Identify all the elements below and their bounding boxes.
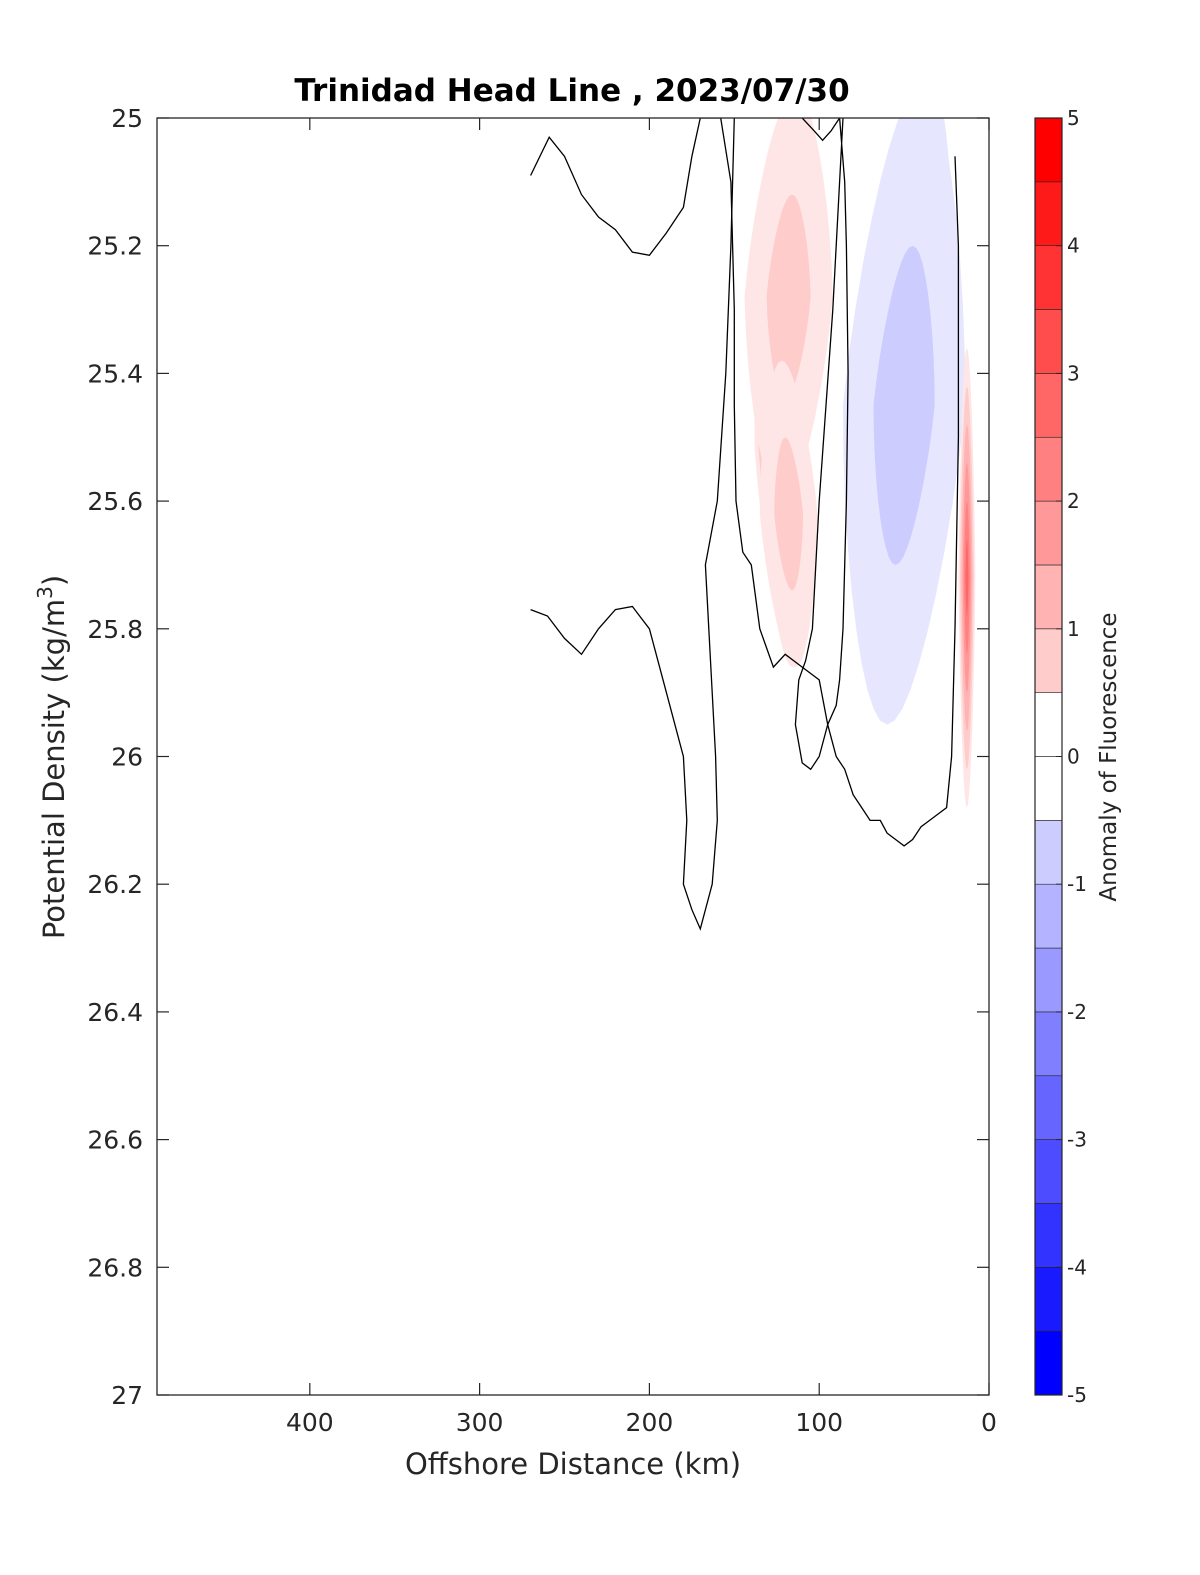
colorbar-band [1034, 436, 1063, 502]
colorbar-label: Anomaly of Fluorescence [1096, 612, 1122, 901]
y-axis-label-superscript: 3 [33, 586, 57, 599]
zero-contour-lower [530, 118, 735, 931]
colorbar-band [1034, 628, 1063, 693]
plot-area [530, 118, 976, 931]
y-tick-label: 26.8 [87, 1253, 143, 1282]
anomaly-region-positive-upper-offshore [744, 118, 833, 502]
colorbar-band [1034, 756, 1063, 821]
colorbar-band [1034, 500, 1063, 566]
colorbar-tick-label: -3 [1067, 1128, 1087, 1152]
zero-contour-layer [530, 118, 960, 931]
colorbar-tick-label: -4 [1067, 1255, 1087, 1279]
x-axis: 400 300 200 100 0 [286, 118, 997, 1437]
y-axis-label-end: ) [37, 575, 71, 586]
y-tick-label: 27 [111, 1381, 143, 1410]
anomaly-region-positive-coastal [958, 347, 976, 808]
colorbar-tick-label: 1 [1067, 617, 1080, 641]
anomaly-region-positive-lower-offshore [759, 360, 818, 668]
colorbar-band [1034, 245, 1063, 310]
y-tick-label: 25.8 [87, 615, 143, 644]
colorbar-ticks: -5 -4 -3 -2 -1 0 1 2 3 4 5 [1056, 106, 1087, 1407]
y-tick-label: 25.2 [87, 232, 143, 261]
anomaly-level [774, 437, 804, 591]
colorbar-tick-label: 5 [1067, 106, 1080, 130]
colorbar-tick-label: -5 [1067, 1383, 1087, 1407]
y-axis-label: Potential Density (kg/m3) [33, 575, 71, 939]
x-tick-label: 400 [286, 1408, 334, 1437]
colorbar-band [1034, 1075, 1063, 1140]
anomaly-fill-layer [744, 118, 976, 808]
anomaly-region-negative-outer-nearshore [843, 118, 966, 725]
colorbar-band [1034, 564, 1063, 630]
colorbar-band [1034, 309, 1063, 374]
colorbar-tick-label: -1 [1067, 872, 1087, 896]
y-tick-label: 25.4 [87, 359, 143, 388]
colorbar-band [1034, 373, 1063, 438]
colorbar-band [1034, 883, 1063, 949]
x-axis-label: Offshore Distance (km) [405, 1447, 741, 1481]
anomaly-level [766, 194, 811, 399]
anomaly-level [873, 245, 935, 565]
colorbar-band [1034, 1203, 1063, 1268]
colorbar-tick-label: 3 [1067, 361, 1080, 385]
colorbar: -5 -4 -3 -2 -1 0 1 2 3 4 5 Anomaly of Fluorescence [1034, 106, 1122, 1407]
colorbar-band [1034, 947, 1063, 1013]
colorbar-band [1034, 1267, 1063, 1332]
y-tick-label: 26 [111, 743, 143, 772]
colorbar-band [1034, 820, 1063, 885]
y-axis: 25 25.2 25.4 25.6 25.8 26 26.2 26.4 26.6 26.8 27 [87, 104, 989, 1410]
chart-title: Trinidad Head Line , 2023/07/30 [294, 73, 849, 109]
anomaly-level [965, 539, 969, 616]
y-tick-label: 26.4 [87, 998, 143, 1027]
colorbar-band [1034, 1330, 1063, 1396]
y-tick-label: 26.6 [87, 1126, 143, 1155]
x-tick-label: 0 [981, 1408, 997, 1437]
x-tick-label: 200 [626, 1408, 674, 1437]
y-tick-label: 25 [111, 104, 143, 133]
colorbar-tick-label: 4 [1067, 234, 1080, 258]
colorbar-band [1034, 692, 1063, 757]
colorbar-tick-label: 0 [1067, 745, 1080, 769]
colorbar-bands [1034, 117, 1063, 1396]
colorbar-band [1034, 117, 1063, 183]
zero-contour-offshore [530, 118, 960, 847]
zero-contour-middle [794, 118, 849, 771]
colorbar-band [1034, 1011, 1063, 1077]
colorbar-band [1034, 1139, 1063, 1204]
y-tick-label: 26.2 [87, 870, 143, 899]
x-tick-label: 300 [456, 1408, 504, 1437]
colorbar-tick-label: -2 [1067, 1000, 1087, 1024]
colorbar-tick-label: 2 [1067, 489, 1080, 513]
x-tick-label: 100 [795, 1408, 843, 1437]
y-axis-label-text: Potential Density (kg/m [37, 599, 71, 939]
y-tick-label: 25.6 [87, 487, 143, 516]
colorbar-band [1034, 181, 1063, 247]
